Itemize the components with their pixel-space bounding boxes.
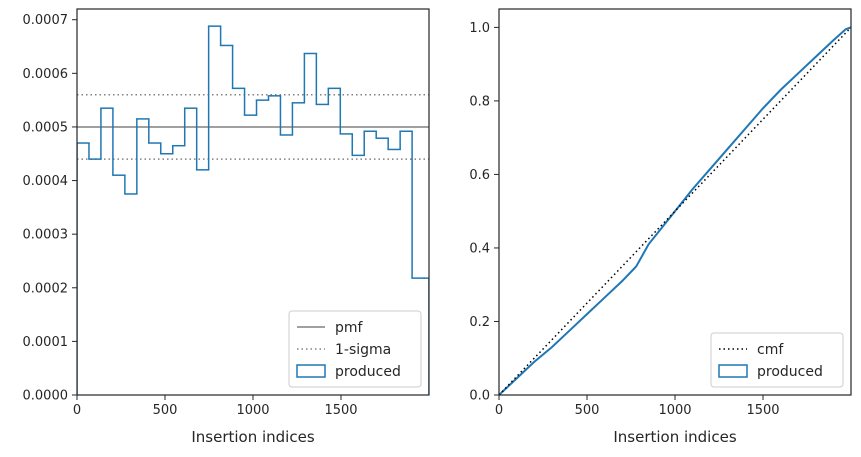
hist-panel-xtick-label: 1500 bbox=[324, 403, 357, 418]
cmf-panel-ytick-label: 1.0 bbox=[469, 21, 490, 36]
cmf-panel-ytick-label: 0.4 bbox=[469, 241, 490, 256]
hist-panel-legend-label: pmf bbox=[335, 320, 364, 336]
hist-panel-axes: 0 500 1000 1500 0.0000 0.0001 0.0002 0.0003 0.00… bbox=[23, 13, 358, 446]
produced-cumulative-point bbox=[779, 89, 782, 91]
hist-panel-legend-label: 1-sigma bbox=[335, 342, 391, 358]
cmf-panel-legend-label: produced bbox=[757, 364, 823, 380]
produced-cumulative-point bbox=[647, 243, 650, 246]
hist-panel-plot bbox=[77, 25, 429, 395]
hist-panel-ytick-label: 0.0000 bbox=[23, 389, 69, 404]
hist-panel-ytick-label: 0.0007 bbox=[23, 13, 69, 28]
produced-cumulative-point bbox=[568, 329, 571, 332]
hist-panel-ytick-label: 0.0001 bbox=[23, 335, 69, 350]
cmf-panel-xtick-label: 1000 bbox=[658, 403, 691, 418]
produced-cumulative-point bbox=[709, 168, 711, 170]
hist-panel-legend: pmf 1-sigma produced bbox=[288, 310, 422, 388]
produced-cumulative-point bbox=[744, 127, 747, 130]
produced-cumulative-point bbox=[603, 296, 606, 299]
produced-cumulative-point bbox=[533, 361, 535, 363]
produced-cumulative-point bbox=[844, 28, 847, 31]
produced-cumulative-point bbox=[635, 265, 638, 268]
cmf-line bbox=[499, 26, 851, 395]
produced-cumulative-point bbox=[674, 210, 676, 212]
cmf-panel-axes: 0 500 1000 1500 0.0 0.2 0.4 0.6 0.8 1.0 Insertion … bbox=[469, 21, 779, 446]
cmf-panel-xtick-label: 500 bbox=[575, 403, 600, 418]
cmf-panel-xlabel: Insertion indices bbox=[613, 428, 736, 446]
produced-cumulative-point bbox=[621, 280, 623, 282]
cmf-panel-plot bbox=[499, 26, 851, 395]
cmf-panel-legend-label: cmf bbox=[757, 342, 784, 358]
hist-panel-xtick-label: 500 bbox=[153, 403, 178, 418]
produced-cumulative-point bbox=[815, 55, 817, 58]
hist-panel-ytick-label: 0.0003 bbox=[23, 228, 69, 243]
produced-cumulative-point bbox=[727, 147, 729, 150]
cmf-panel-xtick-label: 1500 bbox=[746, 403, 779, 418]
produced-cumulative-point bbox=[586, 313, 588, 315]
hist-panel-ytick-label: 0.0004 bbox=[23, 174, 69, 189]
cmf-panel-ytick-label: 0.8 bbox=[469, 94, 490, 109]
hist-panel-xtick-label: 1000 bbox=[236, 403, 269, 418]
hist-panel-legend-handle-produced bbox=[296, 364, 326, 378]
produced-cumulative-point bbox=[762, 107, 764, 110]
hist-panel-xtick-label: 0 bbox=[73, 403, 81, 418]
hist-panel-xlabel: Insertion indices bbox=[191, 428, 314, 446]
hist-panel-ytick-label: 0.0002 bbox=[23, 281, 69, 296]
hist-panel-ytick-label: 0.0006 bbox=[23, 67, 69, 82]
produced-cumulative-point bbox=[832, 39, 835, 42]
hist-panel-ytick-label: 0.0005 bbox=[23, 120, 69, 135]
cmf-panel-ytick-label: 0.6 bbox=[469, 168, 490, 183]
cmf-panel-ytick-label: 0.0 bbox=[469, 389, 490, 404]
produced-cumulative-point bbox=[515, 377, 518, 380]
produced-cumulative-point bbox=[797, 72, 799, 75]
produced-cumulative-point bbox=[665, 221, 667, 224]
cmf-panel-xtick-label: 0 bbox=[495, 403, 503, 418]
hist-panel-legend-box bbox=[288, 310, 422, 388]
produced-cumulative-point bbox=[551, 346, 553, 349]
produced-cumulative-point bbox=[691, 188, 694, 190]
hist-panel-legend-label: produced bbox=[335, 364, 401, 380]
cmf-panel-legend: cmf produced bbox=[710, 332, 844, 388]
cmf-panel-ytick-label: 0.2 bbox=[469, 315, 490, 330]
cmf-panel-legend-box bbox=[710, 332, 844, 388]
cmf-panel-legend-handle-produced bbox=[718, 364, 748, 378]
